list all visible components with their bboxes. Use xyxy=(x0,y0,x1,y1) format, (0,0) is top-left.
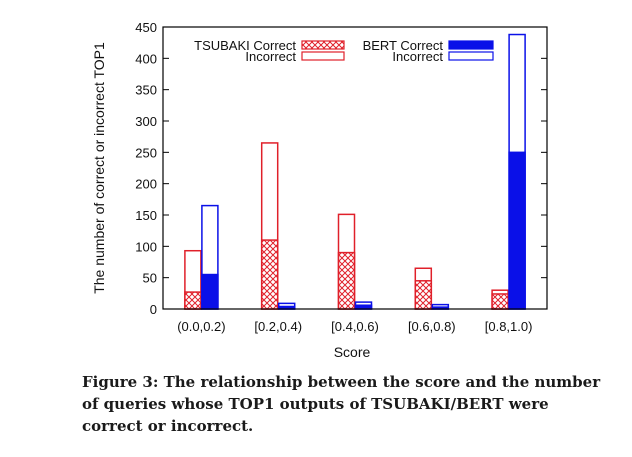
bar-bert-correct xyxy=(201,273,219,310)
legend-bert-correct-label: BERT Correct xyxy=(363,38,444,53)
y-tick-label: 200 xyxy=(135,177,157,192)
legend: TSUBAKI Correct Incorrect BERT Correct I… xyxy=(194,38,494,64)
y-tick-label: 300 xyxy=(135,114,157,129)
x-tick-label: (0.0,0.2) xyxy=(177,319,225,334)
bar-tsubaki-correct xyxy=(491,293,509,310)
x-axis: (0.0,0.2) [0.2,0.4) [0.4,0.6) [0.6,0.8) [0.8… xyxy=(177,319,532,334)
x-axis-label: Score xyxy=(334,344,371,360)
legend-tsubaki-incorrect-label: Incorrect xyxy=(245,49,296,64)
legend-bert-incorrect-swatch xyxy=(448,51,494,61)
legend-tsubaki-correct-swatch xyxy=(301,40,345,50)
x-tick-label: [0.8,1.0) xyxy=(485,319,533,334)
bar-tsubaki-correct xyxy=(260,239,279,310)
y-tick-label: 400 xyxy=(135,51,157,66)
bars-layer xyxy=(184,33,526,310)
figure-caption: Figure 3: The relationship between the s… xyxy=(82,373,601,435)
y-axis-label: The number of correct or incorrect TOP1 xyxy=(91,42,107,294)
bar-tsubaki-correct xyxy=(184,291,202,310)
legend-tsubaki-correct-label: TSUBAKI Correct xyxy=(194,38,296,53)
bar-bert-correct xyxy=(508,151,526,310)
bar-chart: 0 50 100 150 200 250 300 350 400 450 (0.0,0.2) [0.… xyxy=(91,20,548,360)
legend-bert-incorrect-label: Incorrect xyxy=(392,49,443,64)
y-axis: 0 50 100 150 200 250 300 350 400 450 xyxy=(135,20,547,317)
bar-tsubaki-correct xyxy=(414,280,433,310)
legend-bert-correct-swatch xyxy=(448,40,494,50)
y-tick-label: 350 xyxy=(135,83,157,98)
y-tick-label: 50 xyxy=(143,271,157,286)
x-tick-label: [0.2,0.4) xyxy=(254,319,302,334)
y-tick-label: 0 xyxy=(150,302,157,317)
y-tick-label: 250 xyxy=(135,145,157,160)
bar-tsubaki-correct xyxy=(337,251,356,310)
x-tick-label: [0.4,0.6) xyxy=(331,319,379,334)
y-tick-label: 150 xyxy=(135,208,157,223)
y-tick-label: 100 xyxy=(135,239,157,254)
x-tick-label: [0.6,0.8) xyxy=(408,319,456,334)
plot-frame xyxy=(162,26,548,310)
legend-tsubaki-incorrect-swatch xyxy=(301,51,345,61)
y-tick-label: 450 xyxy=(135,20,157,35)
